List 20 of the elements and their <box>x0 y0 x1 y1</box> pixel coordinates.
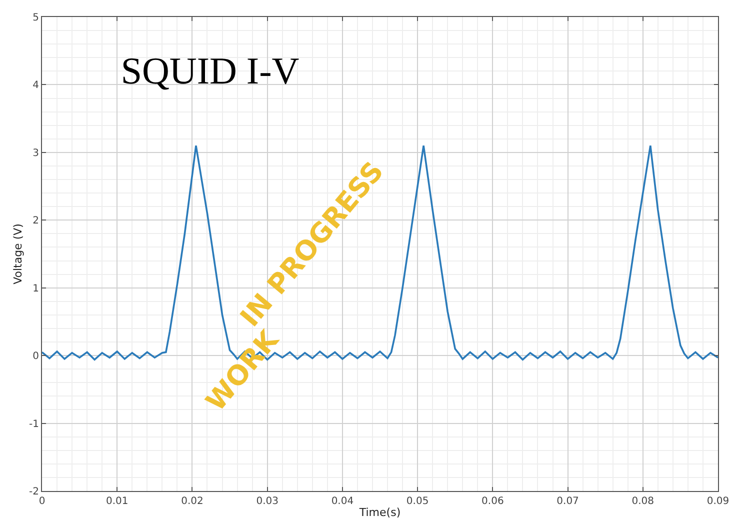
y-tick-label: 1 <box>32 283 39 294</box>
x-tick-label: 0.06 <box>482 496 504 507</box>
x-tick-label: 0.05 <box>406 496 429 507</box>
y-tick-label: 0 <box>32 351 39 362</box>
y-tick-label: 3 <box>32 148 39 159</box>
x-tick-label: 0.08 <box>632 496 654 507</box>
x-tick-label: 0.02 <box>181 496 204 507</box>
y-tick-label: 5 <box>32 12 39 24</box>
x-tick-label: 0.09 <box>706 496 730 507</box>
x-tick-label: 0.07 <box>556 496 579 507</box>
y-axis-title: Voltage (V) <box>12 224 25 284</box>
y-tick-label: -2 <box>29 486 39 498</box>
y-tick-label: -1 <box>29 418 39 430</box>
x-tick-label: 0.03 <box>256 496 278 507</box>
y-tick-label: 2 <box>32 216 39 227</box>
y-tick-label: 4 <box>32 80 39 92</box>
x-tick-label: 0.04 <box>331 496 354 507</box>
x-axis-title: Time(s) <box>358 506 401 520</box>
text: SQUID I-V <box>120 50 300 92</box>
x-tick-label: 0.01 <box>106 496 128 507</box>
